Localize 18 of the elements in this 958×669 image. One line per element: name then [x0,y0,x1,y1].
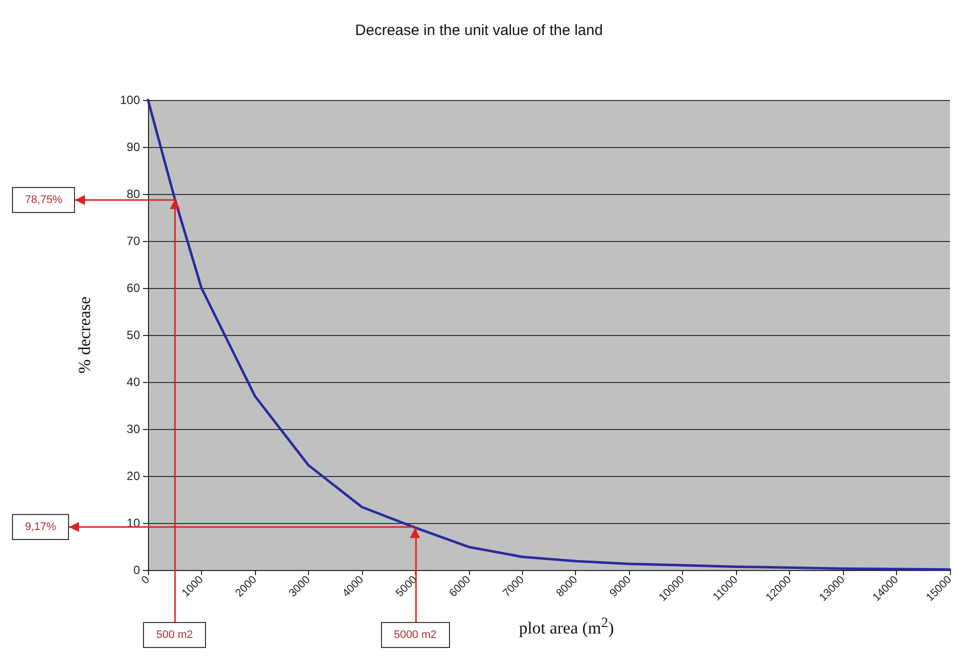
y-tick-label: 70 [126,234,140,248]
x-tick-label: 0 [139,574,152,587]
y-tick-label: 80 [126,187,140,201]
y-tick-label: 90 [126,140,140,154]
y-tick-label: 40 [126,375,140,389]
y-axis-title: % decrease [75,296,94,374]
ref-line-label: 5000 m2 [380,622,450,648]
y-tick-label: 50 [126,328,140,342]
y-tick-label: 30 [126,422,140,436]
ref-line-label: 500 m2 [143,622,206,648]
ref-line-label: 78,75% [12,186,76,213]
y-tick-label: 100 [120,93,140,107]
y-tick-label: 20 [126,469,140,483]
y-tick-label: 60 [126,281,140,295]
chart-title: Decrease in the unit value of the land [355,22,603,39]
y-tick-label: 0 [133,563,140,577]
ref-line-label: 9,17% [12,514,70,540]
x-axis-title: plot area (m$^{2}$) [519,615,614,639]
